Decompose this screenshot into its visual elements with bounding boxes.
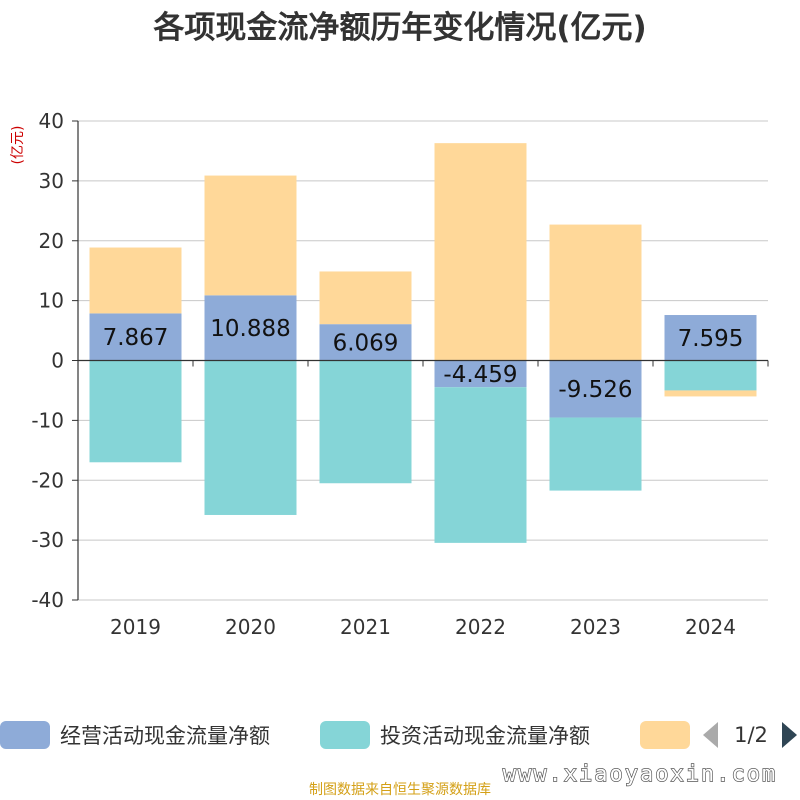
y-tick-label: -20 <box>31 468 64 492</box>
y-tick-labels: 40 30 20 10 0 -10 -20 -30 -40 <box>31 109 64 612</box>
bar-2020-series-0 <box>204 295 297 361</box>
y-tick-label: 30 <box>39 169 64 193</box>
legend-label-1[interactable]: 投资活动现金流量净额 <box>380 724 590 748</box>
x-tick-label-2021: 2021 <box>340 615 391 639</box>
legend-label-0[interactable]: 经营活动现金流量净额 <box>60 724 270 748</box>
watermark: www.xiaoyaoxin.com <box>503 762 777 787</box>
data-label-2023: -9.526 <box>558 377 632 403</box>
legend: 经营活动现金流量净额 投资活动现金流量净额 <box>0 721 690 749</box>
legend-swatch-2[interactable] <box>640 721 690 749</box>
x-tick-label-2020: 2020 <box>225 615 276 639</box>
axes <box>72 120 769 601</box>
x-tick-label-2023: 2023 <box>570 615 621 639</box>
bar-2020-series-2 <box>204 175 297 296</box>
data-label-2022: -4.459 <box>443 362 517 388</box>
bar-2024-series-2 <box>664 390 757 397</box>
bar-2021-series-0 <box>319 324 412 361</box>
bar-2019-series-0 <box>89 313 182 361</box>
legend-swatch-0[interactable] <box>0 721 50 749</box>
bar-2023-series-1 <box>549 417 642 491</box>
pager-text: 1/2 <box>734 723 768 747</box>
bar-2021-series-1 <box>319 360 412 484</box>
y-tick-label: 40 <box>39 109 64 133</box>
data-label-2019: 7.867 <box>103 325 169 351</box>
data-labels: 7.867 10.888 6.069 -4.459 -9.526 7.595 <box>103 316 744 403</box>
bar-2020-series-1 <box>204 360 297 515</box>
pager-next-icon[interactable] <box>782 722 797 748</box>
bar-2022-series-2 <box>434 143 527 361</box>
legend-swatch-1[interactable] <box>320 721 370 749</box>
x-tick-labels: 2019 2020 2021 2022 2023 2024 <box>110 615 736 639</box>
y-tick-label: 10 <box>39 289 64 313</box>
bar-2022-series-1 <box>434 387 527 543</box>
x-tick-label-2022: 2022 <box>455 615 506 639</box>
bar-2024-series-1 <box>664 360 757 391</box>
bar-2019-series-1 <box>89 360 182 463</box>
legend-pager: 1/2 <box>703 722 797 748</box>
y-tick-label: -30 <box>31 528 64 552</box>
bar-2021-series-2 <box>319 271 412 325</box>
y-tick-label: -40 <box>31 588 64 612</box>
bar-2023-series-0 <box>549 360 642 418</box>
bar-2023-series-2 <box>549 224 642 361</box>
x-tick-label-2024: 2024 <box>685 615 736 639</box>
x-tick-label-2019: 2019 <box>110 615 161 639</box>
bars <box>89 143 757 543</box>
data-label-2021: 6.069 <box>333 330 399 356</box>
y-tick-label: 0 <box>51 349 64 373</box>
bar-2022-series-0 <box>434 360 527 388</box>
y-tick-label: -10 <box>31 408 64 432</box>
data-label-2020: 10.888 <box>210 316 290 342</box>
data-label-2024: 7.595 <box>678 326 744 352</box>
bar-2024-series-0 <box>664 315 757 361</box>
bar-2019-series-2 <box>89 247 182 314</box>
source-note: 制图数据来自恒生聚源数据库 <box>309 782 491 798</box>
y-axis-unit-label: (亿元) <box>10 126 26 165</box>
chart-title: 各项现金流净额历年变化情况(亿元) <box>152 10 646 46</box>
pager-prev-icon[interactable] <box>703 722 718 748</box>
y-tick-label: 20 <box>39 229 64 253</box>
